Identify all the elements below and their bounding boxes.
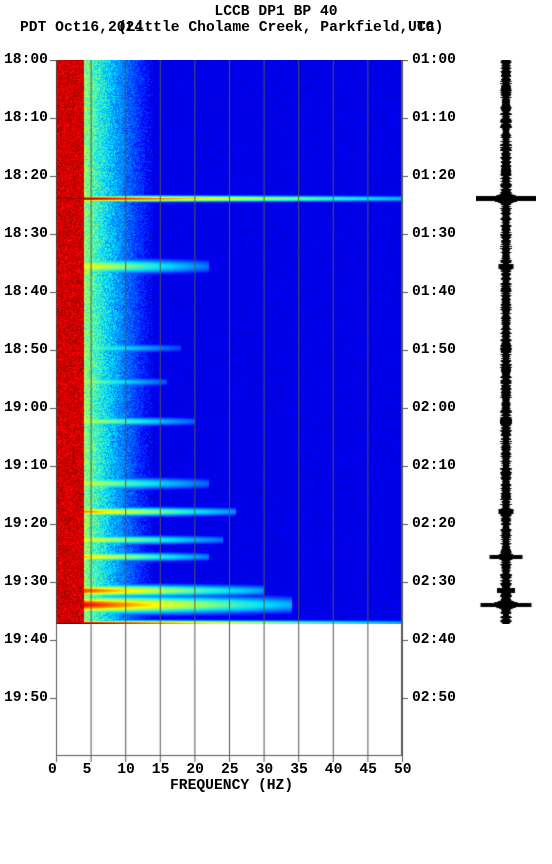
y-tick-right: 02:00 bbox=[412, 400, 456, 416]
y-tick-right: 01:00 bbox=[412, 52, 456, 68]
x-tick: 0 bbox=[48, 762, 57, 778]
header-site: (Little Cholame Creek, Parkfield, Ca) bbox=[118, 20, 443, 36]
y-tick-right: 02:20 bbox=[412, 516, 456, 532]
x-tick: 50 bbox=[394, 762, 412, 778]
y-tick-right: 02:50 bbox=[412, 690, 456, 706]
title-block: LCCB DP1 BP 40 PDT Oct16,2024 (Little Ch… bbox=[0, 4, 552, 36]
x-axis-title: FREQUENCY (HZ) bbox=[170, 778, 293, 794]
y-tick-left: 19:30 bbox=[4, 574, 48, 590]
y-tick-right: 01:10 bbox=[412, 110, 456, 126]
y-tick-right: 02:10 bbox=[412, 458, 456, 474]
y-tick-left: 18:00 bbox=[4, 52, 48, 68]
x-tick: 10 bbox=[117, 762, 135, 778]
y-tick-right: 01:40 bbox=[412, 284, 456, 300]
plot-grid-overlay bbox=[50, 60, 408, 776]
waveform-plot bbox=[476, 60, 536, 624]
y-tick-right: 02:40 bbox=[412, 632, 456, 648]
x-tick: 35 bbox=[290, 762, 308, 778]
x-tick: 25 bbox=[221, 762, 239, 778]
y-tick-left: 19:00 bbox=[4, 400, 48, 416]
y-tick-left: 19:40 bbox=[4, 632, 48, 648]
y-tick-left: 18:50 bbox=[4, 342, 48, 358]
x-tick: 40 bbox=[325, 762, 343, 778]
y-tick-left: 18:10 bbox=[4, 110, 48, 126]
x-tick: 30 bbox=[256, 762, 274, 778]
title-line-1: LCCB DP1 BP 40 bbox=[0, 4, 552, 20]
y-tick-right: 01:50 bbox=[412, 342, 456, 358]
y-tick-left: 19:50 bbox=[4, 690, 48, 706]
title-line-2: PDT Oct16,2024 (Little Cholame Creek, Pa… bbox=[0, 20, 552, 36]
y-tick-right: 01:20 bbox=[412, 168, 456, 184]
y-tick-left: 18:20 bbox=[4, 168, 48, 184]
y-tick-right: 01:30 bbox=[412, 226, 456, 242]
y-tick-right: 02:30 bbox=[412, 574, 456, 590]
y-tick-left: 18:30 bbox=[4, 226, 48, 242]
x-tick: 45 bbox=[359, 762, 377, 778]
x-tick: 5 bbox=[83, 762, 92, 778]
x-tick: 20 bbox=[186, 762, 204, 778]
x-tick: 15 bbox=[152, 762, 170, 778]
y-tick-left: 19:10 bbox=[4, 458, 48, 474]
y-tick-left: 19:20 bbox=[4, 516, 48, 532]
y-tick-left: 18:40 bbox=[4, 284, 48, 300]
header-utc: UTC bbox=[408, 20, 434, 36]
